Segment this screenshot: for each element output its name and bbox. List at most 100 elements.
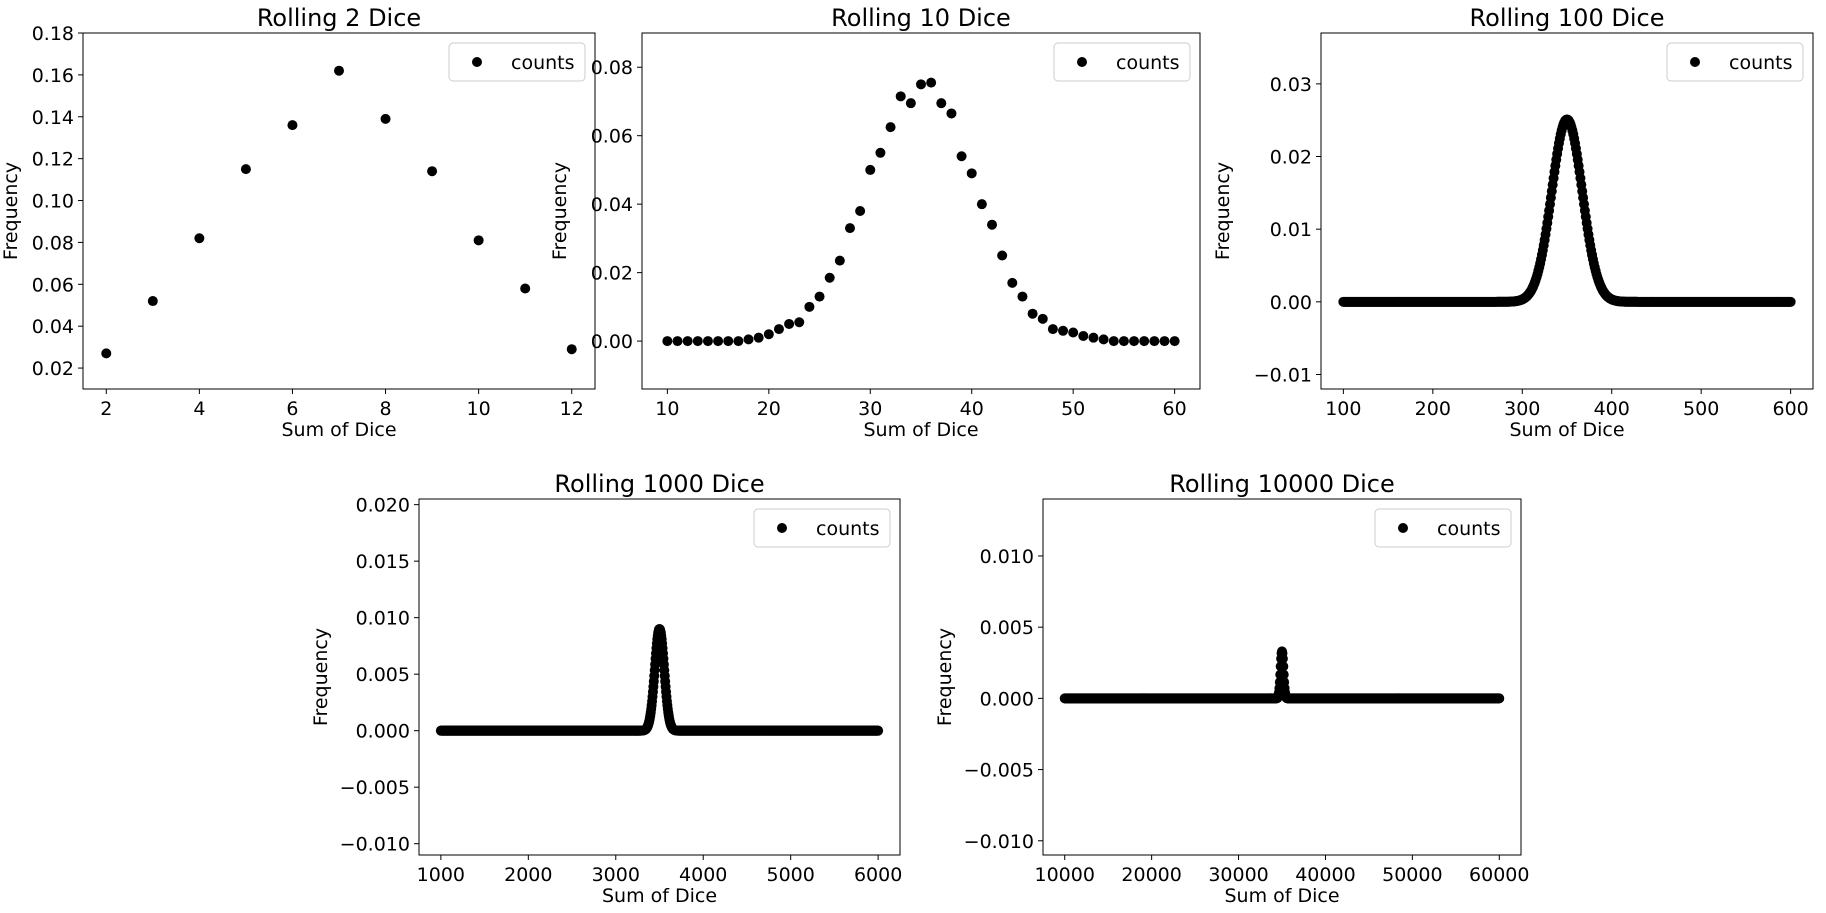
data-point [865,164,876,175]
data-point [834,255,845,266]
data-point [702,336,713,347]
data-point [1494,693,1505,704]
y-tick-label: 0.00 [1270,292,1312,314]
chart-panel-5: Rolling 10000 Dice 10000 20000 30000 40000 50… [934,470,1529,907]
legend: counts [1666,42,1804,82]
legend-label: counts [1116,52,1180,74]
data-point [875,147,886,158]
data-point [1277,653,1288,664]
x-tick-label: 40000 [1295,864,1355,886]
x-tick-label: 8 [379,398,391,420]
y-tick-label: 0.06 [591,126,633,148]
x-tick-label: 100 [1325,398,1361,420]
data-point [334,65,344,76]
y-tick-label: −0.005 [964,760,1034,782]
data-point [1278,669,1289,680]
series-points [1338,114,1796,307]
data-point [804,301,815,312]
series-points [101,65,577,359]
legend-label: counts [816,518,880,540]
data-point [1118,336,1129,347]
x-tick-label: 10 [655,398,679,420]
x-tick-label: 6000 [854,864,902,886]
data-point [723,336,734,347]
data-point [672,336,683,347]
x-tick-label: 6 [286,398,298,420]
y-tick-label: 0.10 [32,191,74,213]
data-point [753,332,764,343]
y-tick-label: 0.04 [32,316,74,338]
chart-title: Rolling 2 Dice [257,4,421,32]
x-tick-label: 300 [1504,398,1540,420]
x-tick-label: 5000 [767,864,815,886]
data-point [101,348,112,359]
y-tick-label: 0.08 [591,57,633,79]
y-tick-label: 0.06 [32,274,74,296]
x-tick-label: 500 [1683,398,1719,420]
plot-area [1320,32,1814,390]
y-tick-label: −0.010 [964,831,1034,853]
data-point [743,334,754,345]
x-tick-label: 10 [467,398,491,420]
x-tick-label: 4 [193,398,205,420]
data-point [520,283,531,294]
data-point [873,725,884,736]
data-point [1785,296,1796,307]
data-point [966,168,977,179]
x-tick-label: 50000 [1382,864,1442,886]
data-point [824,272,835,283]
data-point [662,336,673,347]
y-tick-label: 0.04 [591,194,633,216]
data-point [1169,336,1180,347]
y-axis-label: Frequency [310,628,332,726]
chart-panel-4: Rolling 1000 Dice 1000 2000 3000 4000 5000 600… [310,470,902,907]
x-tick-label: 60 [1163,398,1187,420]
data-point [1058,325,1069,336]
data-point [956,151,967,162]
plot-area [641,32,1201,390]
y-tick-label: 0.02 [32,358,74,380]
chart-panel-1: Rolling 2 Dice 2 4 6 8 10 12 0.02 0.04 0.06 0.08 0.… [0,4,596,441]
data-point [733,336,744,347]
x-axis-label: Sum of Dice [1224,885,1339,907]
chart-title: Rolling 10000 Dice [1169,470,1394,498]
data-point [814,291,825,302]
x-tick-label: 400 [1594,398,1630,420]
y-tick-label: 0.02 [591,263,633,285]
data-point [885,122,896,133]
x-tick-label: 60000 [1469,864,1529,886]
data-point [773,324,784,335]
data-point [1098,334,1109,345]
x-tick-label: 2000 [504,864,552,886]
legend-box [1374,508,1512,548]
x-tick-label: 600 [1773,398,1809,420]
x-tick-label: 20000 [1121,864,1181,886]
y-tick-label: 0.010 [980,546,1034,568]
data-point [240,164,251,175]
x-tick-label: 40 [960,398,984,420]
y-axis-label: Frequency [549,162,571,260]
data-point [427,166,438,177]
y-tick-label: 0.02 [1270,147,1312,169]
y-tick-label: 0.00 [591,331,633,353]
data-point [1129,336,1140,347]
plot-area [1042,498,1522,856]
x-axis-label: Sum of Dice [863,419,978,441]
y-tick-label: 0.005 [980,617,1034,639]
y-tick-label: 0.015 [356,551,410,573]
legend-box [1666,42,1804,82]
data-point [946,108,957,119]
x-tick-label: 10000 [1035,864,1095,886]
legend-box [448,42,586,82]
y-tick-label: 0.005 [356,664,410,686]
chart-title: Rolling 100 Dice [1470,4,1665,32]
x-tick-label: 50 [1061,398,1085,420]
data-point [763,329,774,340]
legend: counts [1374,508,1512,548]
legend-marker [1690,57,1700,67]
legend-marker [1398,523,1408,533]
legend-marker [1077,57,1087,67]
x-axis-label: Sum of Dice [602,885,717,907]
series-points [662,77,1180,347]
